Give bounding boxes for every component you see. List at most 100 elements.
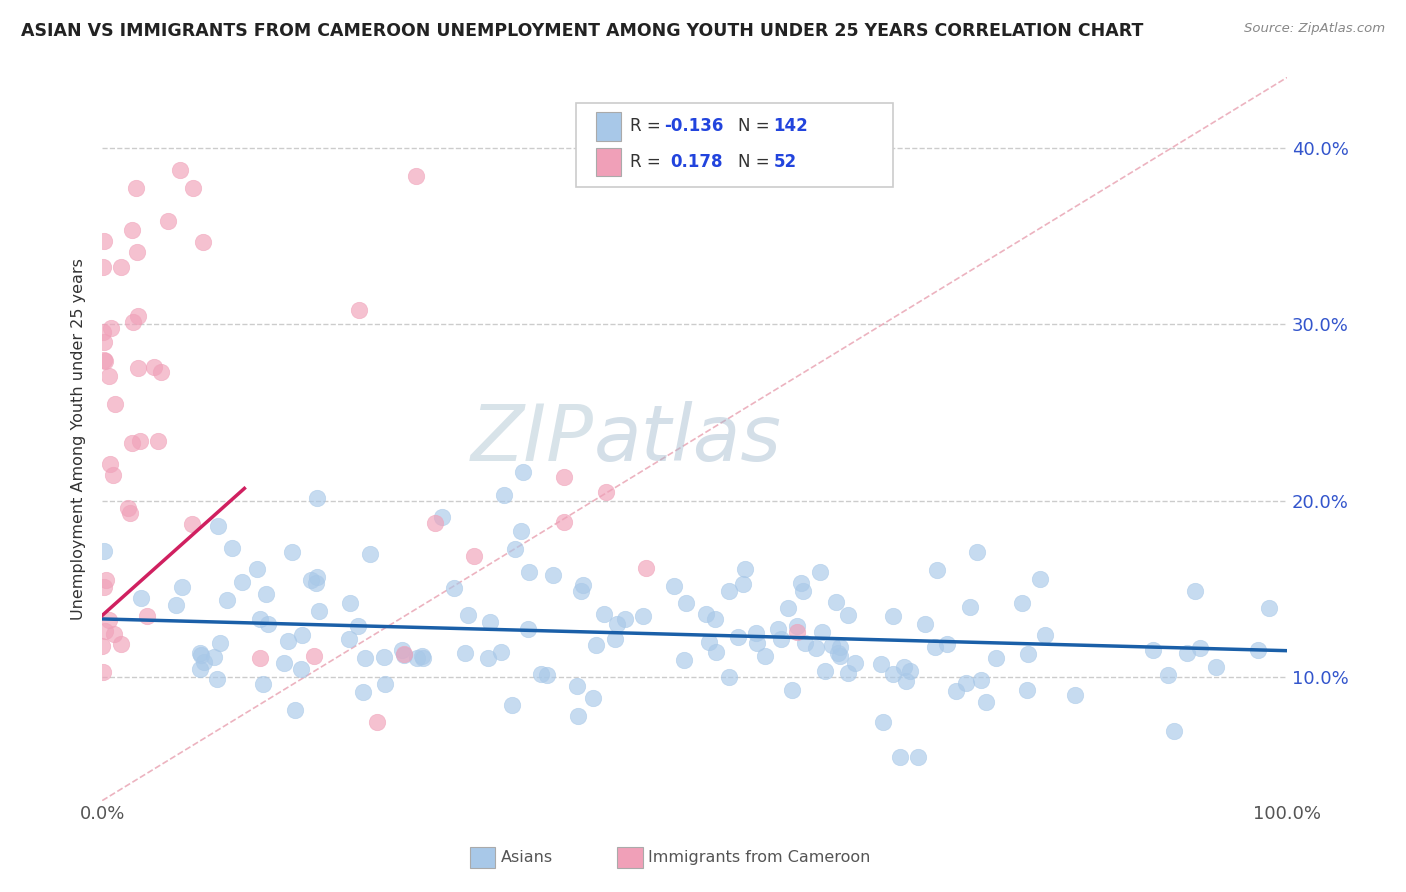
Point	[754, 649, 776, 664]
Point	[634, 561, 657, 575]
Point	[553, 515, 575, 529]
Point	[193, 655, 215, 669]
Point	[347, 619, 370, 633]
Point	[366, 714, 388, 729]
Point	[190, 646, 212, 660]
Point	[541, 567, 564, 582]
Text: R =: R =	[630, 153, 666, 171]
Point	[893, 660, 915, 674]
Point	[93, 353, 115, 368]
Point	[780, 683, 803, 698]
Point	[882, 608, 904, 623]
Point	[907, 749, 929, 764]
Point	[411, 648, 433, 663]
Point	[337, 632, 360, 646]
Point	[510, 524, 533, 539]
Point	[717, 669, 740, 683]
Point	[697, 635, 720, 649]
Point	[786, 619, 808, 633]
Point	[517, 566, 540, 580]
Point	[734, 562, 756, 576]
Point	[122, 315, 145, 329]
Point	[517, 622, 540, 636]
Point	[477, 651, 499, 665]
Point	[1163, 723, 1185, 738]
Point	[1028, 572, 1050, 586]
Point	[148, 434, 170, 449]
Point	[727, 630, 749, 644]
Point	[1142, 642, 1164, 657]
Point	[190, 648, 212, 663]
Text: N =: N =	[738, 153, 775, 171]
Point	[290, 662, 312, 676]
Point	[191, 235, 214, 250]
Point	[305, 575, 328, 590]
Text: ASIAN VS IMMIGRANTS FROM CAMEROON UNEMPLOYMENT AMONG YOUTH UNDER 25 YEARS CORREL: ASIAN VS IMMIGRANTS FROM CAMEROON UNEMPL…	[21, 22, 1143, 40]
Point	[249, 612, 271, 626]
Point	[93, 544, 115, 558]
Point	[391, 642, 413, 657]
Point	[91, 325, 114, 339]
Point	[974, 695, 997, 709]
Text: Immigrants from Cameroon: Immigrants from Cameroon	[648, 850, 870, 864]
Text: ZIP: ZIP	[471, 401, 593, 477]
Point	[1017, 647, 1039, 661]
Point	[1064, 689, 1087, 703]
Point	[703, 612, 725, 626]
Text: 52: 52	[773, 153, 796, 171]
Point	[256, 616, 278, 631]
Point	[110, 637, 132, 651]
Point	[792, 583, 814, 598]
Point	[103, 627, 125, 641]
Point	[673, 653, 696, 667]
Point	[830, 640, 852, 655]
Point	[844, 656, 866, 670]
Point	[1175, 646, 1198, 660]
Point	[457, 607, 479, 622]
Point	[412, 651, 434, 665]
Point	[143, 359, 166, 374]
Y-axis label: Unemployment Among Youth under 25 years: Unemployment Among Youth under 25 years	[72, 258, 86, 620]
Point	[814, 664, 837, 678]
Point	[828, 649, 851, 664]
Point	[425, 516, 447, 531]
Point	[808, 565, 831, 579]
Point	[127, 309, 149, 323]
Point	[308, 604, 330, 618]
Point	[156, 214, 179, 228]
Point	[129, 591, 152, 605]
Point	[882, 666, 904, 681]
Point	[806, 641, 828, 656]
Point	[103, 468, 125, 483]
Point	[305, 570, 328, 584]
Text: 142: 142	[773, 118, 808, 136]
Point	[207, 518, 229, 533]
Point	[94, 624, 117, 639]
Point	[478, 615, 501, 629]
Point	[896, 673, 918, 688]
Point	[744, 626, 766, 640]
Point	[93, 580, 115, 594]
Point	[93, 234, 115, 248]
Text: -0.136: -0.136	[664, 118, 723, 136]
Point	[254, 586, 277, 600]
Point	[97, 613, 120, 627]
Point	[127, 361, 149, 376]
Point	[280, 544, 302, 558]
Point	[1184, 583, 1206, 598]
Point	[373, 649, 395, 664]
Point	[100, 321, 122, 335]
Point	[603, 632, 626, 646]
Point	[914, 617, 936, 632]
Point	[872, 714, 894, 729]
Point	[512, 466, 534, 480]
Point	[93, 335, 115, 350]
Point	[221, 541, 243, 555]
Point	[150, 365, 173, 379]
Text: atlas: atlas	[593, 401, 782, 477]
Point	[91, 260, 114, 274]
Point	[118, 506, 141, 520]
Point	[936, 637, 959, 651]
Text: 0.178: 0.178	[671, 153, 723, 171]
Point	[301, 573, 323, 587]
